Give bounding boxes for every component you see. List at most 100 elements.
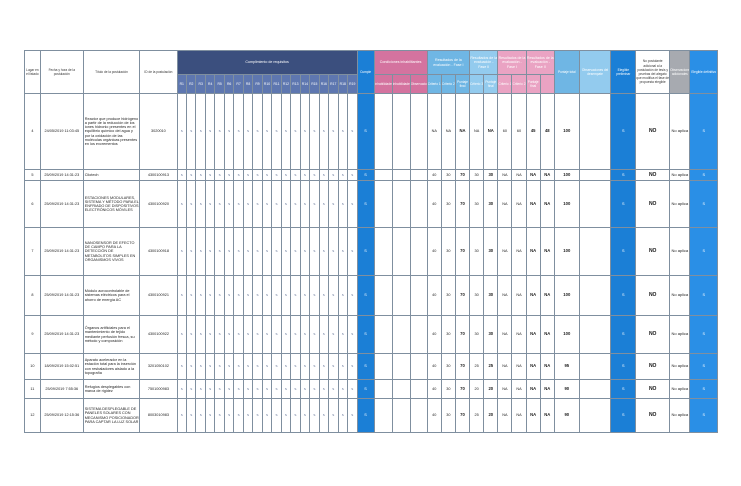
- req-code-label: R13: [292, 81, 299, 86]
- cell-requirement: S: [252, 180, 263, 228]
- cell-cumple: S: [356, 353, 375, 380]
- cell-fase-score: NA: [497, 227, 513, 276]
- cell-observaciones: [578, 398, 612, 433]
- req-code-13: R13: [290, 74, 301, 94]
- cell-titulo: Refugios desplegables con marca de rigid…: [82, 379, 141, 399]
- cell-requirement: S: [223, 227, 235, 276]
- cell-condicion: [373, 379, 393, 399]
- cell-fase-score: 30: [440, 275, 456, 316]
- cell-fase-score: 40: [426, 275, 442, 316]
- cell-requirement: S: [204, 227, 216, 276]
- req-code-label: R11: [273, 81, 280, 86]
- cell-fase-score: 30: [440, 398, 456, 433]
- cell-requirement: S: [195, 227, 206, 276]
- cell-fase-score: NA: [525, 227, 541, 276]
- header-otro: Observaciones adicionales: [669, 50, 691, 94]
- cell-fecha: 18/09/2019 15:02:51: [39, 353, 84, 380]
- cell-requirement: S: [233, 180, 244, 228]
- cell-condicion: [409, 398, 428, 433]
- cell-requirement: S: [337, 379, 349, 399]
- fase-sub-9: [539, 74, 555, 94]
- cell-id: 3020010: [139, 93, 178, 170]
- cell-requirement: S: [195, 353, 206, 380]
- cell-fase-score: NA: [511, 227, 527, 276]
- cell-cumple: S: [356, 227, 375, 276]
- cell-fase-score: 40: [426, 169, 442, 181]
- cell-requirement: S: [290, 398, 301, 433]
- cell-requirement: S: [318, 398, 330, 433]
- header-observaciones: Observaciones del desempate: [578, 50, 612, 94]
- fase-sub-2: Criterio 2: [440, 74, 456, 94]
- cell-requirement: S: [233, 353, 244, 380]
- req-code-label: R19: [349, 81, 356, 86]
- results-body: 4 24/05/2019 11:03:45 Reactor que produce …: [24, 93, 718, 433]
- fase-sub-6: Criterio 1: [497, 74, 513, 94]
- header-definitivo: Elegible definitivo: [689, 50, 718, 94]
- cell-fase-score: NA: [539, 180, 555, 228]
- cell-requirement: S: [176, 227, 188, 276]
- cell-requirement: S: [309, 180, 320, 228]
- header-resultados-fase-4: Resultados de la evaluación - Fase II: [525, 50, 555, 75]
- req-code-17: R17: [328, 74, 339, 94]
- cell-requirement: S: [290, 180, 301, 228]
- cell-fecha: 25/09/2019 14:31:23: [39, 169, 84, 181]
- cell-fase-score: NA: [483, 93, 499, 170]
- cell-requirement: S: [214, 353, 225, 380]
- cell-requirement: S: [280, 353, 292, 380]
- req-code-11: R11: [271, 74, 282, 94]
- cell-elegible: S: [610, 180, 637, 228]
- cell-requirement: S: [299, 93, 311, 170]
- cell-condicion: [409, 379, 428, 399]
- cell-condicion: [391, 93, 411, 170]
- req-code-label: R12: [282, 81, 290, 86]
- cell-fase-score: NA: [539, 227, 555, 276]
- cell-fase-score: NA: [426, 93, 442, 170]
- cell-fase-score: 70: [454, 169, 471, 181]
- cell-fase-score: 70: [454, 275, 471, 316]
- cell-otro: No aplica: [669, 315, 691, 354]
- cell-requirement: S: [271, 315, 282, 354]
- cell-elegible: S: [610, 315, 637, 354]
- cell-fase-score: 70: [454, 353, 471, 380]
- cell-requirement: S: [347, 227, 358, 276]
- cell-requirement: S: [242, 315, 254, 354]
- cell-requirement: S: [242, 169, 254, 181]
- cell-requirement: S: [233, 93, 244, 170]
- header-cumple: Cumple: [356, 50, 375, 94]
- cell-requirement: S: [328, 227, 339, 276]
- cell-fase-score: 30: [440, 227, 456, 276]
- cell-titulo: ESTACIONES MODULARES, SISTEMA Y MÉTODO P…: [82, 180, 141, 228]
- cell-cumple: S: [356, 315, 375, 354]
- cell-id: 4300100920: [139, 180, 178, 228]
- cell-requirement: S: [214, 398, 225, 433]
- cell-fase-score: NA: [511, 275, 527, 316]
- cell-fase-score: 30: [469, 180, 485, 228]
- cell-requirement: S: [318, 275, 330, 316]
- cell-requirement: S: [214, 379, 225, 399]
- cell-elegible: S: [610, 353, 637, 380]
- cell-requirement: S: [347, 180, 358, 228]
- cell-fase-score: NA: [525, 180, 541, 228]
- cell-id: 8003010983: [139, 398, 178, 433]
- cell-requirement: S: [195, 93, 206, 170]
- cell-requirement: S: [328, 379, 339, 399]
- cell-lugar: 8: [24, 275, 41, 316]
- cell-requirement: S: [176, 353, 188, 380]
- cell-requirement: S: [252, 379, 263, 399]
- cell-requirement: S: [195, 180, 206, 228]
- cell-fase-score: 30: [469, 315, 485, 354]
- cell-requirement: S: [195, 379, 206, 399]
- cell-fase-score: 70: [454, 180, 471, 228]
- cell-fase-score: 30: [440, 353, 456, 380]
- cell-requirement: S: [328, 180, 339, 228]
- cell-fecha: 24/05/2019 11:03:45: [39, 93, 84, 170]
- cell-fase-score: 70: [454, 227, 471, 276]
- cell-definitivo: S: [689, 398, 718, 433]
- cell-fecha: 25/09/2019 12:15:36: [39, 398, 84, 433]
- cell-requirement: S: [328, 275, 339, 316]
- header-resultados-fase-1: Resultados de la evaluación - Fase I: [426, 50, 471, 75]
- cell-requirement: S: [252, 227, 263, 276]
- req-code-14: R14: [299, 74, 311, 94]
- cell-requirement: S: [204, 275, 216, 316]
- cell-fecha: 25/09/2019 14:31:23: [39, 227, 84, 276]
